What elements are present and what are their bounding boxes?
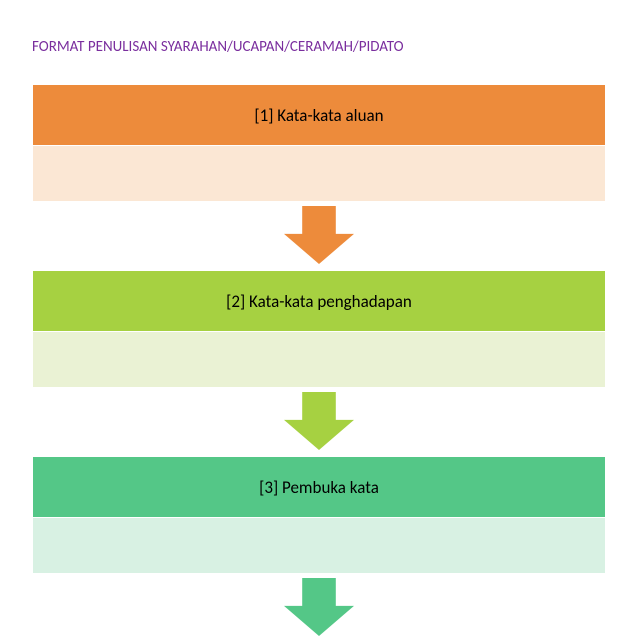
arrow-down-icon [32,206,606,266]
flow-block: [2] Kata-kata penghadapan [32,270,606,388]
flow-block: [3] Pembuka kata [32,456,606,574]
flow-container: [1] Kata-kata aluan [2] Kata-kata penghad… [32,84,606,638]
block-header: [2] Kata-kata penghadapan [32,270,606,332]
page-title: FORMAT PENULISAN SYARAHAN/UCAPAN/CERAMAH… [32,38,606,56]
flow-block: [1] Kata-kata aluan [32,84,606,202]
block-header: [3] Pembuka kata [32,456,606,518]
block-body [32,518,606,574]
arrow-down-icon [32,578,606,638]
block-body [32,146,606,202]
arrow-down-icon [32,392,606,452]
block-body [32,332,606,388]
block-header: [1] Kata-kata aluan [32,84,606,146]
